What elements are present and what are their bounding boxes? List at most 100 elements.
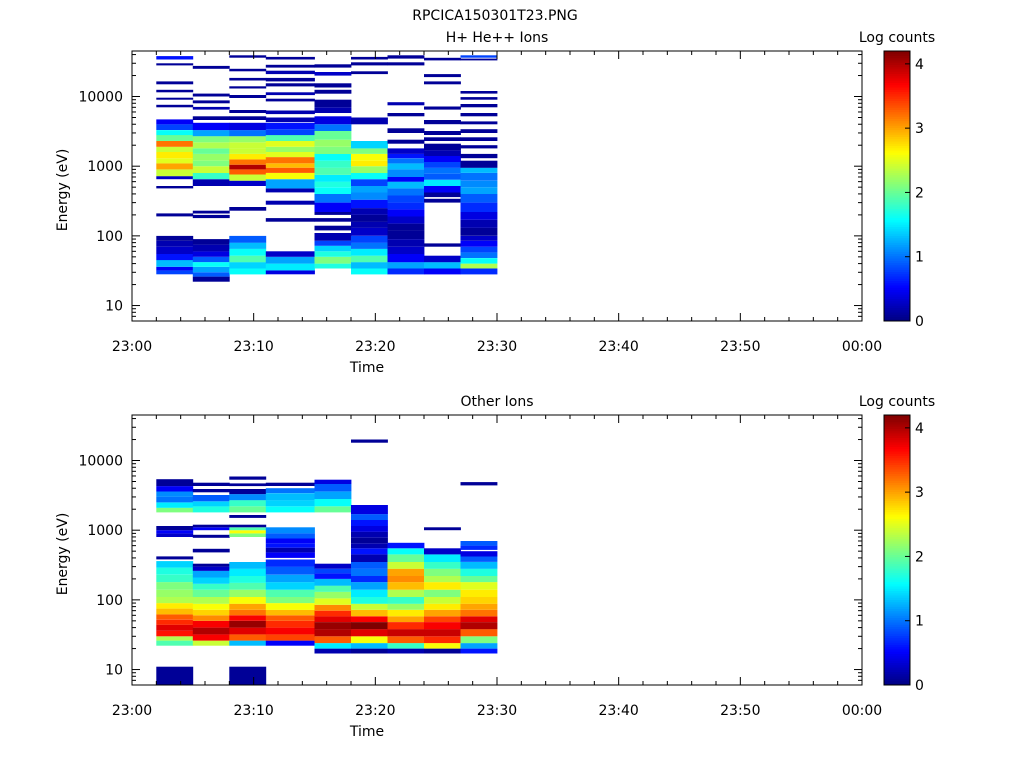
heatmap-cell — [314, 225, 352, 231]
heatmap-cell — [351, 582, 388, 590]
heatmap-cell — [460, 193, 498, 203]
heatmap-cell — [229, 235, 267, 243]
heatmap-cell — [424, 162, 461, 168]
colorbar-swatch — [884, 102, 910, 106]
heatmap-cell — [351, 636, 388, 644]
heatmap-cell — [229, 576, 267, 583]
heatmap-cell — [265, 640, 315, 646]
colorbar-tick-label: 3 — [915, 121, 924, 137]
colorbar-swatch — [884, 628, 910, 632]
heatmap-cell — [314, 124, 352, 131]
heatmap-cell — [351, 148, 388, 154]
heatmap-cell — [351, 520, 388, 526]
heatmap-cell — [387, 268, 425, 275]
heatmap-cell — [314, 212, 352, 215]
heatmap-cell — [265, 200, 315, 205]
colorbar-swatch — [884, 258, 910, 261]
heatmap-cell — [351, 71, 388, 75]
y-tick-label: 10 — [105, 663, 123, 679]
heatmap-cell — [192, 571, 230, 578]
colorbar-swatch — [884, 415, 910, 418]
heatmap-cell — [192, 501, 230, 507]
heatmap-cell — [314, 233, 352, 241]
heatmap-cell — [351, 242, 388, 249]
colorbar-swatch — [884, 651, 910, 654]
heatmap-cell — [387, 223, 425, 231]
colorbar-swatch — [884, 289, 910, 293]
heatmap-cell — [229, 640, 267, 646]
heatmap-cell — [314, 187, 352, 194]
heatmap-cell — [351, 439, 388, 443]
heatmap-cell — [265, 83, 315, 87]
heatmap-cell — [460, 129, 498, 133]
colorbar-swatch — [884, 273, 910, 277]
colorbar-swatch — [884, 217, 910, 221]
heatmap-cell — [192, 148, 230, 154]
colorbar-swatch — [884, 608, 910, 612]
colorbar-swatch — [884, 260, 910, 263]
heatmap-cell — [265, 488, 315, 494]
colorbar-swatch — [884, 111, 910, 115]
x-tick-label: 23:30 — [477, 703, 517, 719]
colorbar-swatch — [884, 251, 910, 254]
heatmap-cell — [424, 262, 461, 269]
colorbar-swatch — [884, 161, 910, 164]
colorbar-swatch — [884, 615, 910, 618]
heatmap-cell — [229, 515, 267, 518]
heatmap-cell — [156, 254, 194, 261]
colorbar-swatch — [884, 129, 910, 133]
heatmap-cell — [229, 615, 267, 621]
heatmap-cell — [192, 239, 230, 245]
colorbar-swatch — [884, 682, 910, 686]
heatmap-cell — [387, 113, 425, 117]
heatmap-cells — [156, 439, 498, 685]
heatmap-cell — [314, 484, 352, 492]
heatmap-cell — [229, 500, 267, 507]
heatmap-cell — [192, 214, 230, 219]
heatmap-cell — [229, 582, 267, 590]
colorbar-tick-label: 4 — [915, 57, 924, 73]
colorbar-swatch — [884, 552, 910, 555]
colorbar-swatch — [884, 577, 910, 580]
heatmap-cell — [460, 597, 498, 604]
heatmap-cell — [265, 179, 315, 189]
colorbar-swatch — [884, 307, 910, 311]
colorbar-tick-label: 1 — [915, 614, 924, 630]
heatmap-cell — [351, 603, 388, 610]
colorbar-swatch — [884, 152, 910, 155]
heatmap-cell — [387, 648, 425, 654]
heatmap-cell — [229, 268, 267, 275]
colorbar-swatch — [884, 451, 910, 454]
heatmap-cell — [265, 533, 315, 539]
colorbar-swatch — [884, 154, 910, 158]
heatmap-cell — [265, 493, 315, 501]
colorbar-swatch — [884, 491, 910, 495]
colorbar-swatch — [884, 633, 910, 636]
colorbar-swatch — [884, 127, 910, 131]
heatmap-cell — [156, 619, 194, 625]
colorbar-swatch — [884, 114, 910, 117]
heatmap-cell — [424, 562, 461, 569]
heatmap-cell — [265, 527, 315, 534]
heatmap-cell — [351, 514, 388, 520]
heatmap-cell — [192, 122, 230, 131]
heatmap-cell — [314, 585, 352, 592]
heatmap-cell — [229, 77, 267, 81]
colorbar-swatch — [884, 496, 910, 499]
heatmap-cell — [314, 174, 352, 182]
colorbar-swatch — [884, 177, 910, 180]
heatmap-cell — [156, 486, 194, 492]
colorbar-swatch — [884, 303, 910, 306]
colorbar-swatch — [884, 316, 910, 320]
heatmap-cell — [387, 548, 425, 555]
colorbar-swatch — [884, 87, 910, 90]
colorbar-swatch — [884, 547, 910, 551]
colorbar-swatch — [884, 660, 910, 663]
heatmap-cell — [387, 153, 425, 159]
heatmap-cell — [387, 554, 425, 562]
x-tick-label: 23:50 — [720, 339, 760, 355]
colorbar-swatch — [884, 141, 910, 144]
heatmap-cell — [192, 548, 230, 553]
colorbar-swatch — [884, 62, 910, 65]
heatmap-cell — [156, 597, 194, 604]
